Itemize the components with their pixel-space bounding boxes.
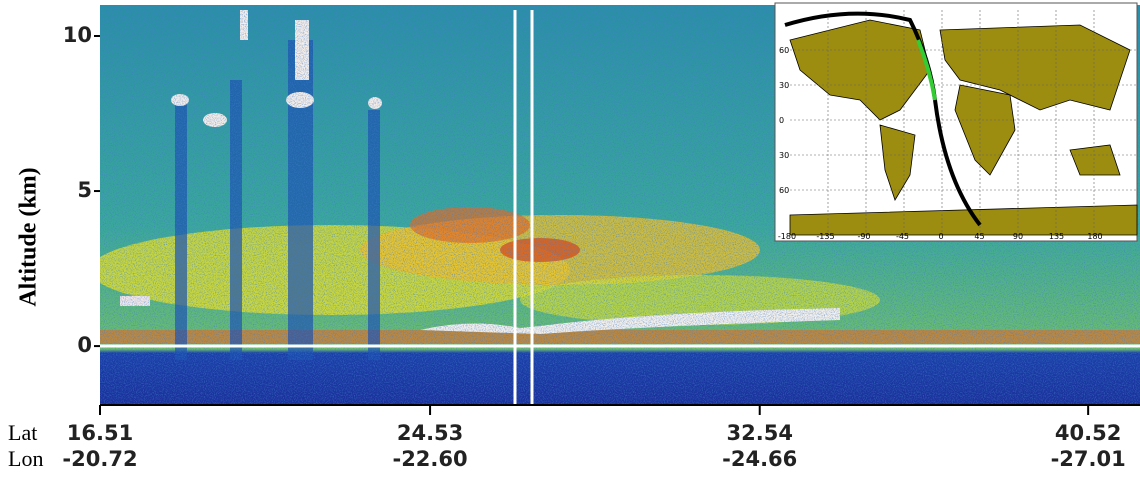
x-tick-label: 24.53 xyxy=(397,421,463,445)
y-axis-title: Altitude (km) xyxy=(16,167,42,306)
map-lon-label: -90 xyxy=(857,232,870,241)
x-tick-lon-label: -24.66 xyxy=(722,447,797,471)
x-tick-label: 40.52 xyxy=(1055,421,1121,445)
lat-label: Lat xyxy=(8,420,37,445)
map-lon-label: 90 xyxy=(1013,232,1023,241)
y-tick-label: 5 xyxy=(77,178,92,202)
map-lat-label: 30 xyxy=(779,151,789,160)
y-tick-label: 0 xyxy=(77,333,92,357)
x-tick-lon-label: -27.01 xyxy=(1051,447,1126,471)
lon-label: Lon xyxy=(8,446,43,471)
x-tick-label: 32.54 xyxy=(727,421,793,445)
map-lat-label: 0 xyxy=(779,116,784,125)
map-lon-label: 45 xyxy=(974,232,984,241)
map-lat-label: 60 xyxy=(779,186,789,195)
map-lon-label: 180 xyxy=(1087,232,1102,241)
map-lon-label: 0 xyxy=(938,232,943,241)
x-tick-lon-label: -22.60 xyxy=(392,447,467,471)
map-lat-label: 30 xyxy=(779,81,789,90)
map-lon-label: 135 xyxy=(1049,232,1064,241)
map-lon-label: -180 xyxy=(778,232,796,241)
chart: Altitude (km) Lat Lon 0 5 10 16.51-20.72 24.… xyxy=(0,0,1140,481)
x-tick-lon-label: -20.72 xyxy=(62,447,137,471)
map-lat-label: 60 xyxy=(779,46,789,55)
inset-map xyxy=(775,3,1137,241)
map-lon-label: -135 xyxy=(816,232,834,241)
map-lon-label: -45 xyxy=(896,232,909,241)
x-tick-label: 16.51 xyxy=(67,421,133,445)
y-tick-label: 10 xyxy=(63,23,92,47)
